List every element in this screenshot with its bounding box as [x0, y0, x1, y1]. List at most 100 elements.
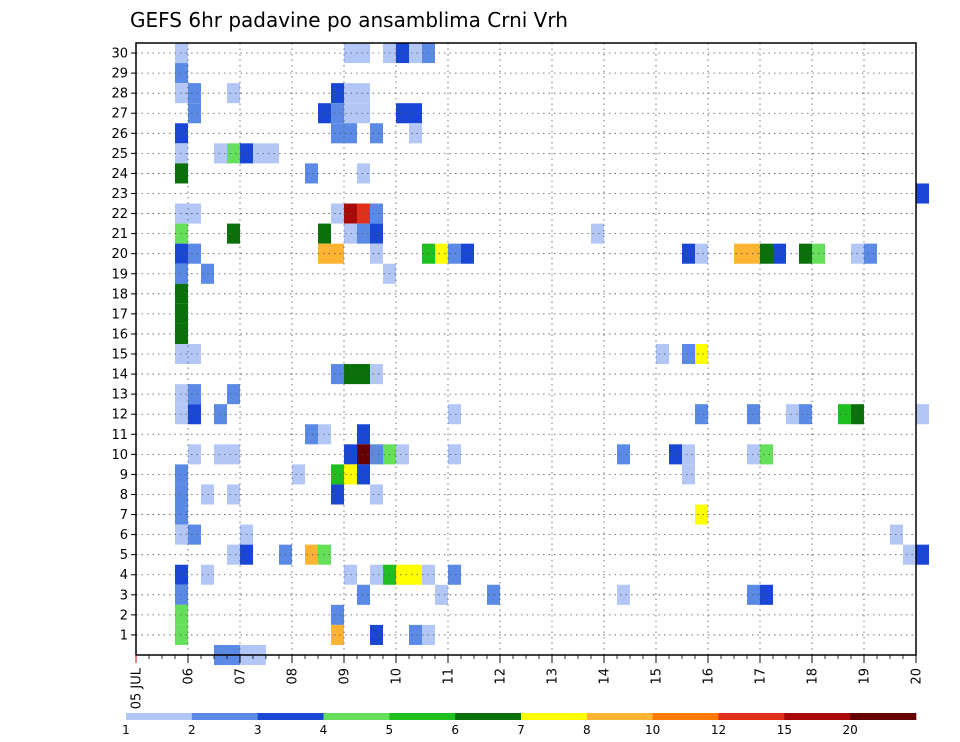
precip-cell: [227, 444, 240, 465]
precip-cell: [331, 364, 344, 385]
precip-cell: [227, 544, 240, 565]
colorbar-segment: [257, 713, 324, 720]
x-tick-label: 13: [546, 668, 561, 685]
precip-cell: [864, 243, 877, 264]
y-tick-label: 4: [120, 568, 128, 583]
y-tick-label: 13: [111, 388, 128, 403]
colorbar-segment: [389, 713, 456, 720]
y-tick-label: 11: [111, 428, 128, 443]
precip-cell: [188, 404, 201, 425]
precip-cell: [305, 544, 318, 565]
precip-cell: [682, 243, 695, 264]
colorbar-label: 7: [517, 723, 525, 737]
precip-cell: [396, 564, 409, 585]
precip-cell: [227, 484, 240, 505]
y-tick-label: 7: [120, 508, 128, 523]
colorbar-label: 2: [188, 723, 196, 737]
precip-cell: [916, 544, 929, 565]
precip-cell: [266, 143, 279, 164]
precip-cell: [695, 243, 708, 264]
colorbar-label: 5: [386, 723, 394, 737]
precip-cell: [656, 343, 669, 365]
precip-cell: [331, 103, 344, 124]
precip-cell: [370, 243, 383, 264]
colorbar-segment: [784, 713, 851, 720]
precip-cell: [682, 343, 695, 365]
y-tick-label: 12: [111, 408, 128, 423]
precip-cell: [357, 163, 370, 184]
precip-cell: [682, 464, 695, 485]
precip-cell: [331, 123, 344, 144]
colorbar-segment: [850, 713, 917, 720]
precip-cell: [396, 444, 409, 465]
precip-cell: [448, 564, 461, 585]
precip-cell: [357, 444, 370, 465]
precip-cell: [357, 43, 370, 64]
colorbar-segment: [586, 713, 653, 720]
precip-cell: [760, 444, 773, 465]
precip-cell: [214, 444, 227, 465]
precip-cell: [331, 243, 344, 264]
colorbar-segment: [455, 713, 522, 720]
y-tick-label: 3: [120, 588, 128, 603]
precip-cell: [734, 243, 747, 264]
colorbar-label: 20: [843, 723, 858, 737]
colorbar-label: 6: [451, 723, 459, 737]
x-tick-label: 08: [286, 668, 301, 685]
precip-cell: [838, 404, 851, 425]
precip-cell: [617, 584, 630, 605]
x-tick-label: 11: [442, 668, 457, 685]
y-tick-label: 28: [111, 87, 128, 102]
precip-cell: [916, 404, 929, 425]
x-tick-label: 16: [702, 668, 717, 685]
y-tick-label: 27: [111, 107, 128, 122]
y-tick-label: 24: [111, 167, 128, 182]
x-tick-label: 15: [650, 668, 665, 685]
x-axis: 05 JUL 06 07 08 09 10 11 12 13 14 15 16 17 18 19 20: [130, 655, 925, 709]
precip-cell: [799, 243, 812, 264]
precip-cell: [435, 243, 448, 264]
precip-cell: [370, 223, 383, 244]
y-tick-label: 21: [111, 227, 128, 242]
precip-cell: [305, 424, 318, 445]
x-tick-label: 06: [182, 668, 197, 685]
y-tick-label: 2: [120, 608, 128, 623]
y-tick-label: 30: [111, 47, 128, 62]
colorbar-label: 10: [645, 723, 660, 737]
precip-cell: [227, 384, 240, 405]
precip-cell: [188, 203, 201, 224]
precip-cell: [409, 564, 422, 585]
x-tick-label: 14: [598, 668, 613, 685]
precip-cell: [409, 624, 422, 645]
precip-cell: [448, 444, 461, 465]
precip-cell: [409, 43, 422, 64]
precip-cell: [370, 564, 383, 585]
y-axis: 1234567891011121314151617181920212223242…: [111, 47, 136, 643]
colorbar-segment: [652, 713, 719, 720]
precip-cell: [409, 103, 422, 124]
precip-cell: [331, 203, 344, 224]
y-tick-label: 8: [120, 488, 128, 503]
x-tick-label: 09: [338, 668, 353, 685]
colorbar-label: 15: [777, 723, 792, 737]
precip-cell: [370, 123, 383, 144]
precip-cell: [396, 43, 409, 64]
colorbar-label: 4: [320, 723, 328, 737]
y-tick-label: 22: [111, 207, 128, 222]
precip-cell: [331, 624, 344, 645]
x-tick-label: 12: [494, 668, 509, 685]
precip-cell: [695, 343, 708, 365]
y-tick-label: 29: [111, 67, 128, 82]
precip-cell: [357, 103, 370, 124]
colorbar-segment: [323, 713, 390, 720]
precip-cell: [227, 143, 240, 164]
precip-cell: [695, 404, 708, 425]
precip-cell: [682, 444, 695, 465]
precip-cell: [357, 364, 370, 385]
precip-cell: [370, 364, 383, 385]
precip-cell: [760, 584, 773, 605]
y-tick-label: 16: [111, 327, 128, 342]
precip-cell: [188, 103, 201, 124]
precip-cell: [786, 404, 799, 425]
precip-cell: [591, 223, 604, 244]
